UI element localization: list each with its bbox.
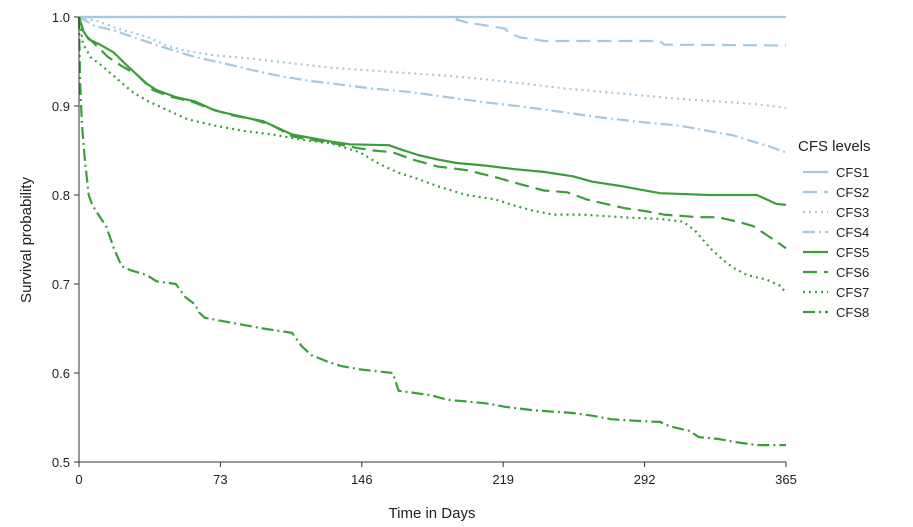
y-tick-label: 0.9 xyxy=(52,99,70,114)
axes xyxy=(78,17,786,463)
x-tick-label: 292 xyxy=(634,472,656,487)
y-tick-label: 0.8 xyxy=(52,188,70,203)
y-tick-label: 0.6 xyxy=(52,366,70,381)
plot-area xyxy=(77,15,787,447)
legend-label-cfs5: CFS5 xyxy=(836,245,869,260)
legend: CFS levels CFS1 CFS2 CFS3 CFS4 CFS5 CFS6 CFS7 C… xyxy=(798,138,871,320)
y-tick-label: 0.5 xyxy=(52,455,70,470)
x-tick-label: 146 xyxy=(351,472,373,487)
legend-label-cfs3: CFS3 xyxy=(836,205,869,220)
legend-title: CFS levels xyxy=(798,138,871,155)
series-line-cfs7 xyxy=(77,16,787,294)
y-tick-label: 0.7 xyxy=(52,277,70,292)
y-ticks: 0.5 0.6 0.7 0.8 0.9 1.0 xyxy=(52,10,79,470)
x-ticks: 0 73 146 219 292 365 xyxy=(75,462,797,487)
legend-label-cfs6: CFS6 xyxy=(836,265,869,280)
legend-label-cfs8: CFS8 xyxy=(836,305,869,320)
x-tick-label: 0 xyxy=(75,472,82,487)
x-tick-label: 365 xyxy=(775,472,797,487)
x-tick-label: 73 xyxy=(213,472,227,487)
series-line-cfs3 xyxy=(78,15,787,109)
series-line-cfs8 xyxy=(77,16,786,447)
legend-label-cfs2: CFS2 xyxy=(836,185,869,200)
series-line-cfs2 xyxy=(79,15,787,47)
y-tick-label: 1.0 xyxy=(52,10,70,25)
legend-label-cfs4: CFS4 xyxy=(836,225,869,240)
series-line-cfs4 xyxy=(78,16,787,154)
legend-label-cfs1: CFS1 xyxy=(836,165,869,180)
y-axis-title: Survival probability xyxy=(18,177,35,303)
x-tick-label: 219 xyxy=(492,472,514,487)
legend-label-cfs7: CFS7 xyxy=(836,285,869,300)
series-line-cfs6 xyxy=(77,16,787,250)
x-axis-title: Time in Days xyxy=(389,505,476,522)
